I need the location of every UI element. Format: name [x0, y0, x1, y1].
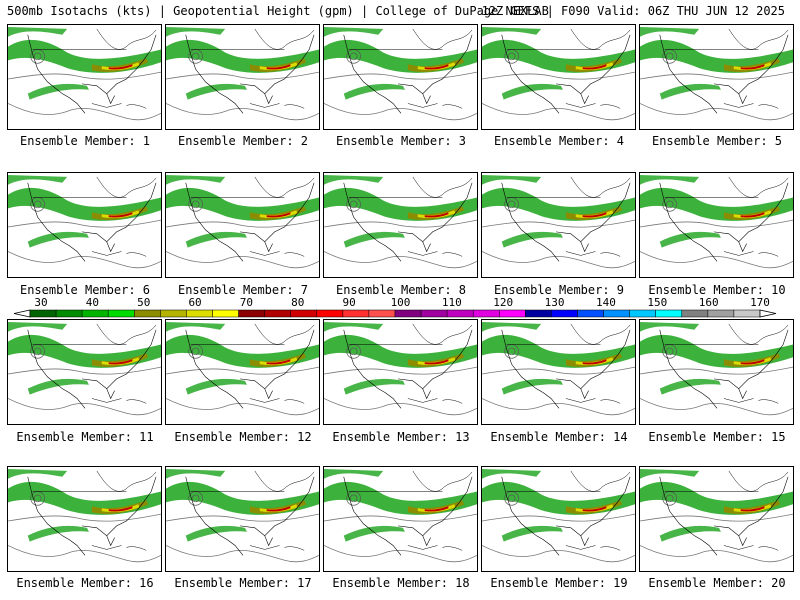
colorbar-tick-label: 30	[34, 296, 48, 309]
colorbar-tick-label: 150	[647, 296, 668, 309]
ensemble-map-panel	[639, 466, 794, 572]
ensemble-map-panel	[481, 24, 636, 130]
colorbar-swatch	[81, 309, 109, 318]
ensemble-member-label: Ensemble Member: 18	[332, 576, 470, 590]
chart-title: 500mb Isotachs (kts) | Geopotential Heig…	[7, 4, 549, 18]
ensemble-map-panel	[639, 319, 794, 425]
colorbar-tick-label: 170	[750, 296, 770, 309]
colorbar-swatch	[629, 309, 656, 318]
colorbar-tick-label: 50	[137, 296, 151, 309]
ensemble-member-label: Ensemble Member: 10	[648, 283, 786, 297]
colorbar-swatch	[264, 309, 291, 318]
ensemble-member-label: Ensemble Member: 14	[490, 430, 628, 444]
colorbar-swatch	[55, 309, 83, 318]
colorbar-swatch	[186, 309, 213, 318]
valid-time: 12Z GEFS | F090 Valid: 06Z THU JUN 12 20…	[481, 4, 785, 18]
colorbar-swatch	[212, 309, 239, 318]
colorbar-swatch	[655, 309, 683, 318]
colorbar-swatch	[394, 309, 422, 318]
colorbar-swatch	[342, 309, 370, 318]
colorbar-swatch	[551, 309, 578, 318]
colorbar-swatch	[733, 309, 761, 318]
ensemble-map-panel	[481, 172, 636, 278]
ensemble-member-label: Ensemble Member: 16	[16, 576, 154, 590]
colorbar-swatch	[577, 309, 604, 318]
colorbar-tick-label: 70	[239, 296, 254, 309]
ensemble-member-label: Ensemble Member: 6	[19, 283, 151, 297]
colorbar-swatch	[290, 309, 318, 318]
colorbar-tick-label: 80	[291, 296, 305, 309]
ensemble-member-label: Ensemble Member: 19	[490, 576, 628, 590]
ensemble-map-panel	[481, 466, 636, 572]
colorbar-swatch	[525, 309, 552, 318]
ensemble-map-panel	[323, 466, 478, 572]
ensemble-map-panel	[165, 172, 320, 278]
colorbar-tick-label: 140	[595, 296, 616, 309]
ensemble-member-label: Ensemble Member: 5	[651, 134, 783, 148]
colorbar-swatch	[238, 309, 265, 318]
ensemble-map-panel	[323, 319, 478, 425]
ensemble-member-label: Ensemble Member: 20	[648, 576, 786, 590]
ensemble-map-panel	[639, 24, 794, 130]
ensemble-member-label: Ensemble Member: 17	[174, 576, 312, 590]
ensemble-map-panel	[7, 24, 162, 130]
ensemble-map-panel	[7, 319, 162, 425]
colorbar-swatch	[472, 309, 500, 318]
ensemble-member-label: Ensemble Member: 7	[177, 283, 309, 297]
colorbar-tick-label: 100	[390, 296, 411, 309]
ensemble-map-panel	[7, 466, 162, 572]
colorbar-swatch	[316, 309, 344, 318]
colorbar-swatch	[420, 309, 448, 318]
ensemble-member-label: Ensemble Member: 13	[332, 430, 470, 444]
colorbar-swatch	[603, 309, 630, 318]
ensemble-member-label: Ensemble Member: 9	[493, 283, 625, 297]
colorbar-tick-label: 60	[188, 296, 202, 309]
colorbar-tick-label: 90	[342, 296, 356, 309]
ensemble-map-panel	[639, 172, 794, 278]
ensemble-member-label: Ensemble Member: 11	[16, 430, 154, 444]
ensemble-map-panel	[165, 24, 320, 130]
colorbar-tick-label: 40	[85, 296, 99, 309]
colorbar-swatch	[29, 309, 57, 318]
colorbar-tick-label: 130	[544, 296, 565, 309]
ensemble-map-panel	[165, 319, 320, 425]
colorbar-swatch	[368, 309, 396, 318]
colorbar-swatch	[707, 309, 735, 318]
ensemble-map-panel	[481, 319, 636, 425]
ensemble-map-panel	[7, 172, 162, 278]
colorbar-swatch	[134, 309, 161, 318]
colorbar-tick-label: 120	[493, 296, 514, 309]
ensemble-member-label: Ensemble Member: 3	[335, 134, 467, 148]
colorbar-tick-label: 110	[441, 296, 462, 309]
colorbar-swatch	[499, 309, 526, 318]
colorbar-swatch	[107, 309, 135, 318]
ensemble-member-label: Ensemble Member: 8	[335, 283, 467, 297]
colorbar-swatch	[160, 309, 187, 318]
ensemble-member-label: Ensemble Member: 12	[174, 430, 312, 444]
ensemble-member-label: Ensemble Member: 1	[19, 134, 151, 148]
ensemble-map-panel	[323, 172, 478, 278]
ensemble-map-panel	[165, 466, 320, 572]
isotach-colorbar	[0, 294, 800, 324]
ensemble-member-label: Ensemble Member: 15	[648, 430, 786, 444]
colorbar-swatch	[681, 309, 709, 318]
ensemble-map-panel	[323, 24, 478, 130]
ensemble-member-label: Ensemble Member: 4	[493, 134, 625, 148]
ensemble-member-label: Ensemble Member: 2	[177, 134, 309, 148]
colorbar-swatch	[446, 309, 474, 318]
colorbar-tick-label: 160	[698, 296, 719, 309]
